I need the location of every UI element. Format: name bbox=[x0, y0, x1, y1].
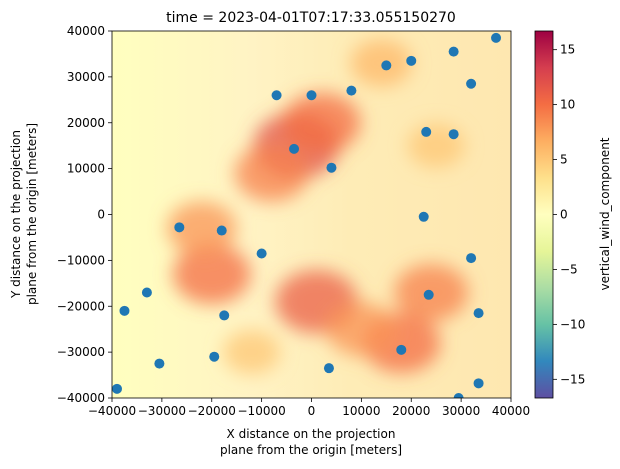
field-layer bbox=[166, 39, 469, 375]
scatter-point bbox=[473, 378, 484, 389]
colorbar-tick-label: 15 bbox=[560, 43, 575, 57]
colorbar-tick-label: −5 bbox=[560, 262, 578, 276]
field-hotspot bbox=[223, 330, 281, 375]
scatter-point bbox=[141, 287, 152, 298]
scatter-point bbox=[381, 60, 392, 71]
field-hotspot bbox=[282, 92, 361, 153]
scatter-point bbox=[406, 55, 417, 66]
scatter-point bbox=[421, 126, 432, 137]
y-tick-label: −10000 bbox=[57, 253, 105, 267]
y-tick-label: 20000 bbox=[67, 116, 105, 130]
scatter-point bbox=[448, 46, 459, 57]
plot-background bbox=[112, 31, 511, 398]
scatter-point bbox=[174, 222, 185, 233]
scatter-point bbox=[346, 85, 357, 96]
scatter-point bbox=[453, 393, 464, 398]
x-tick-label: 40000 bbox=[492, 404, 530, 418]
x-tick-label: 0 bbox=[308, 404, 316, 418]
x-axis: −40000 −30000 −20000 −10000 0 10000 20000 30000… bbox=[88, 398, 530, 418]
scatter-point bbox=[491, 32, 502, 43]
scatter-point bbox=[323, 363, 334, 374]
scatter-point bbox=[209, 351, 220, 362]
scatter-point bbox=[306, 90, 317, 101]
x-tick-label: −10000 bbox=[238, 404, 286, 418]
colorbar-label: vertical_wind_component bbox=[598, 137, 612, 290]
y-axis-label-line1: Y distance on the projection bbox=[9, 130, 23, 299]
x-tick-label: −20000 bbox=[188, 404, 236, 418]
y-tick-label: 30000 bbox=[67, 70, 105, 84]
colorbar-tick-label: −15 bbox=[560, 372, 585, 386]
x-tick-label: 10000 bbox=[342, 404, 380, 418]
field-hotspot bbox=[234, 144, 309, 202]
x-axis-label-line2: plane from the origin [meters] bbox=[220, 443, 402, 457]
y-axis-label-line2: plane from the origin [meters] bbox=[25, 123, 39, 305]
field-hotspot bbox=[326, 302, 397, 356]
scatter-point bbox=[326, 162, 337, 173]
y-tick-label: 0 bbox=[97, 208, 105, 222]
y-axis: −40000 −30000 −20000 −10000 0 10000 20000 30000… bbox=[57, 24, 112, 405]
y-tick-label: 10000 bbox=[67, 162, 105, 176]
field-hotspot bbox=[172, 244, 251, 305]
scatter-point bbox=[418, 211, 429, 222]
y-tick-label: −30000 bbox=[57, 345, 105, 359]
colorbar-gradient bbox=[534, 30, 554, 399]
scatter-layer bbox=[112, 32, 502, 398]
scatter-point bbox=[256, 248, 267, 259]
scatter-point bbox=[119, 305, 130, 316]
colorbar-tick-label: 0 bbox=[560, 208, 568, 222]
colorbar-tick-label: 10 bbox=[560, 98, 575, 112]
x-tick-label: −40000 bbox=[88, 404, 136, 418]
plot-area bbox=[112, 31, 511, 398]
y-tick-label: −40000 bbox=[57, 391, 105, 405]
scatter-point bbox=[271, 90, 282, 101]
x-tick-label: −30000 bbox=[138, 404, 186, 418]
chart-title: time = 2023-04-01T07:17:33.055150270 bbox=[166, 10, 456, 26]
y-tick-label: 40000 bbox=[67, 24, 105, 38]
colorbar-tick-label: 5 bbox=[560, 153, 568, 167]
scatter-point bbox=[154, 358, 165, 369]
scatter-point bbox=[473, 308, 484, 319]
x-tick-label: 30000 bbox=[442, 404, 480, 418]
y-tick-label: −20000 bbox=[57, 299, 105, 313]
field-hotspot bbox=[350, 39, 413, 87]
scatter-point bbox=[466, 253, 477, 264]
x-tick-label: 20000 bbox=[392, 404, 430, 418]
scatter-point bbox=[448, 129, 459, 140]
field-hotspot bbox=[166, 201, 237, 256]
x-axis-label-line1: X distance on the projection bbox=[227, 427, 396, 441]
colorbar-tick-label: −10 bbox=[560, 317, 585, 331]
scatter-point bbox=[289, 143, 300, 154]
scatter-point bbox=[466, 78, 477, 89]
scatter-point bbox=[216, 225, 227, 236]
colorbar-ticks: −15 −10 −5 0 5 10 15 bbox=[553, 43, 585, 386]
scatter-point bbox=[219, 310, 230, 321]
scatter-point bbox=[423, 289, 434, 300]
scatter-point bbox=[396, 344, 407, 355]
colorbar: −15 −10 −5 0 5 10 15 bbox=[534, 30, 585, 399]
scatter-point bbox=[112, 383, 122, 394]
